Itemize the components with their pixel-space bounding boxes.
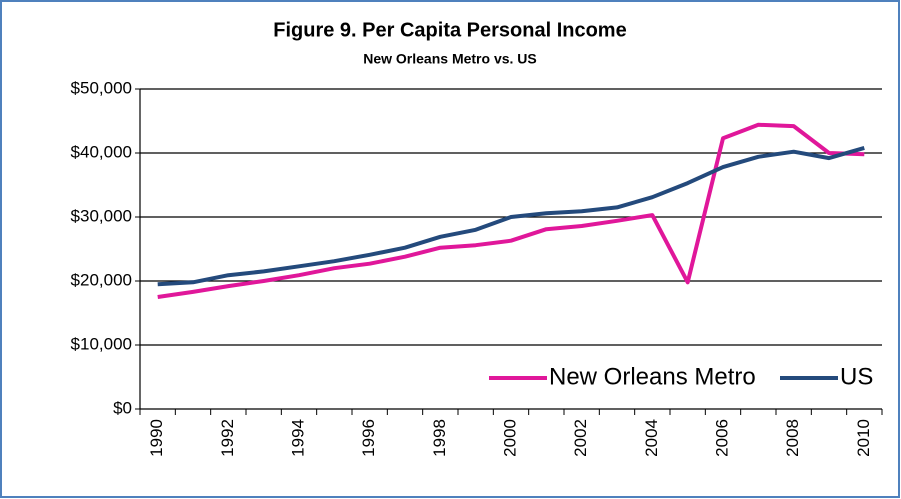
x-tick-label: 1994 bbox=[288, 419, 307, 457]
x-tick-label: 2010 bbox=[854, 419, 873, 457]
x-tick-label: 2000 bbox=[500, 419, 519, 457]
y-tick-label: $50,000 bbox=[71, 78, 132, 97]
x-tick-label: 1996 bbox=[359, 419, 378, 457]
chart-subtitle: New Orleans Metro vs. US bbox=[363, 51, 537, 67]
y-tick-label: $40,000 bbox=[71, 142, 132, 161]
legend-label: US bbox=[840, 363, 873, 390]
legend-label: New Orleans Metro bbox=[549, 363, 756, 390]
x-tick-label: 1990 bbox=[147, 419, 166, 457]
y-tick-label: $30,000 bbox=[71, 206, 132, 225]
data-line bbox=[157, 122, 865, 299]
x-tick-label: 2004 bbox=[642, 419, 661, 457]
y-tick-label: $10,000 bbox=[71, 334, 132, 353]
x-tick-label: 2006 bbox=[712, 419, 731, 457]
data-line bbox=[157, 145, 865, 287]
x-tick-label: 2002 bbox=[571, 419, 590, 457]
chart-title: Figure 9. Per Capita Personal Income bbox=[273, 19, 626, 41]
y-tick-label: $20,000 bbox=[71, 270, 132, 289]
x-tick-label: 1992 bbox=[218, 419, 237, 457]
x-tick-label: 1998 bbox=[430, 419, 449, 457]
y-tick-label: $0 bbox=[113, 398, 132, 417]
x-tick-label: 2008 bbox=[783, 419, 802, 457]
